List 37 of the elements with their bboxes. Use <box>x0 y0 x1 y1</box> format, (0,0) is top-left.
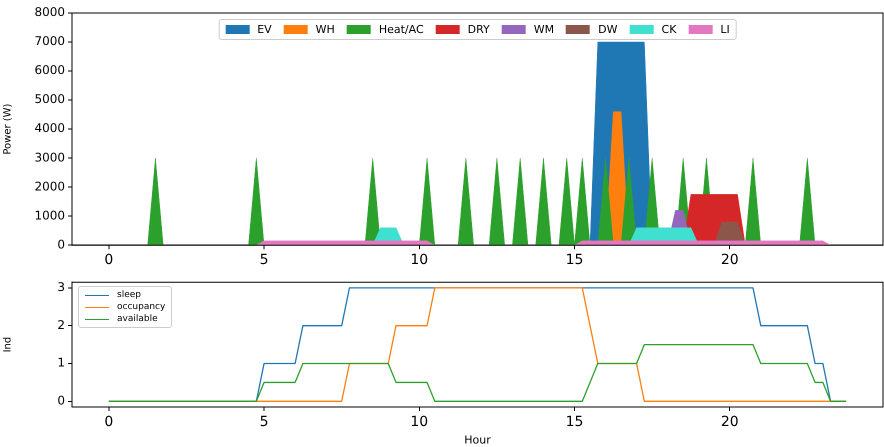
x-tick-label: 5 <box>260 414 269 430</box>
y-tick-label: 3 <box>57 280 65 294</box>
legend-label: DW <box>598 23 618 36</box>
legend-label: available <box>117 314 158 324</box>
x-tick-label: 20 <box>720 252 739 268</box>
y-tick-label: 0 <box>57 393 65 408</box>
y-tick-label: 0 <box>57 237 65 252</box>
y-tick-label: 1000 <box>34 208 65 222</box>
legend-label: occupancy <box>117 302 166 312</box>
y-tick-label: 4000 <box>34 121 65 136</box>
x-tick-label: 10 <box>410 414 428 430</box>
legend-label: sleep <box>117 290 141 300</box>
x-tick-label: 15 <box>566 252 584 268</box>
legend-label: CK <box>662 23 676 36</box>
y-tick-label: 6000 <box>34 63 65 78</box>
legend-label: EV <box>257 23 272 36</box>
legend-label: DRY <box>468 23 490 36</box>
legend-label: WM <box>534 23 554 36</box>
y-axis-title: Power (W) <box>2 103 14 155</box>
x-tick-label: 15 <box>566 414 584 430</box>
x-axis-title: Hour <box>464 433 492 446</box>
y-tick-label: 1 <box>57 356 65 370</box>
x-tick-label: 20 <box>720 414 739 430</box>
legend-label: LI <box>720 23 730 36</box>
x-tick-label: 0 <box>104 414 114 430</box>
y-tick-label: 3000 <box>34 150 65 164</box>
y-tick-label: 8000 <box>34 5 65 20</box>
x-tick-label: 0 <box>104 252 114 268</box>
legend-label: WH <box>316 23 335 36</box>
y-tick-label: 2 <box>57 318 65 332</box>
y-axis-title: Ind <box>2 336 14 352</box>
y-tick-label: 5000 <box>34 92 65 106</box>
y-tick-label: 7000 <box>34 34 65 48</box>
y-tick-label: 2000 <box>34 179 65 194</box>
legend-label: Heat/AC <box>378 23 424 36</box>
x-tick-label: 10 <box>410 252 428 268</box>
x-tick-label: 5 <box>260 252 269 268</box>
